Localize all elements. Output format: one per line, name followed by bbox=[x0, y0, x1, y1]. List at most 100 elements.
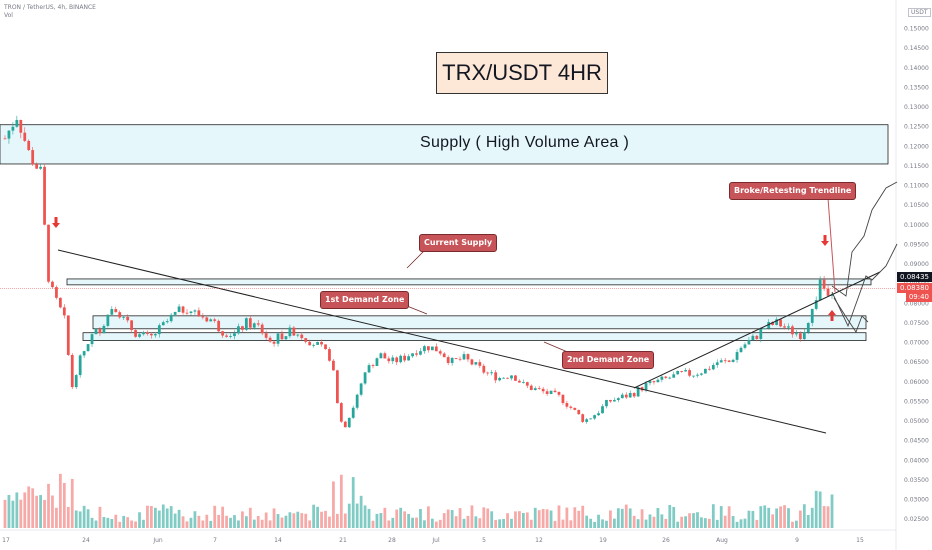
volume-bar bbox=[668, 505, 672, 528]
volume-bar bbox=[375, 513, 379, 528]
second-demand-callout: 2nd Demand Zone bbox=[562, 351, 655, 369]
candle bbox=[114, 309, 118, 313]
candle bbox=[106, 314, 110, 326]
candle bbox=[217, 320, 221, 332]
candle bbox=[458, 358, 462, 360]
volume-bar bbox=[656, 507, 660, 528]
candle bbox=[66, 315, 70, 355]
candle bbox=[636, 387, 640, 397]
candle bbox=[78, 355, 82, 376]
volume-bar bbox=[597, 514, 600, 528]
x-tick-label: 14 bbox=[274, 537, 282, 544]
volume-bar bbox=[415, 517, 418, 528]
candle bbox=[130, 320, 133, 331]
x-tick-label: 12 bbox=[535, 537, 543, 544]
candle bbox=[324, 344, 327, 350]
candle bbox=[241, 326, 244, 330]
volume-bar bbox=[739, 519, 743, 528]
candle bbox=[177, 306, 181, 312]
volume-bar bbox=[660, 514, 664, 528]
volume-bar bbox=[775, 508, 779, 528]
candle bbox=[700, 373, 703, 375]
volume-bar bbox=[94, 520, 98, 528]
candle bbox=[237, 326, 240, 334]
candle bbox=[652, 381, 656, 383]
x-tick-label: Jul bbox=[431, 537, 440, 544]
candle bbox=[514, 375, 517, 381]
candle bbox=[775, 319, 779, 325]
volume-bar bbox=[328, 516, 331, 528]
volume-bar bbox=[288, 512, 292, 528]
volume-bar bbox=[264, 512, 268, 528]
candle bbox=[193, 310, 197, 312]
candle bbox=[430, 346, 434, 351]
y-tick-label: 0.07000 bbox=[904, 340, 929, 347]
volume-bar bbox=[118, 521, 122, 528]
candle bbox=[609, 399, 612, 402]
candle bbox=[826, 288, 830, 296]
volume-bar bbox=[90, 517, 94, 528]
candle bbox=[585, 419, 589, 422]
candle bbox=[225, 335, 228, 337]
volume-bar bbox=[260, 519, 264, 528]
volume-label: Vol bbox=[4, 12, 13, 19]
candle bbox=[403, 355, 407, 361]
candle bbox=[252, 323, 256, 328]
candle bbox=[272, 341, 276, 344]
volume-bar bbox=[27, 486, 31, 528]
candle bbox=[419, 351, 422, 355]
volume-bar bbox=[193, 511, 197, 528]
candle bbox=[518, 380, 521, 383]
candle bbox=[616, 398, 620, 401]
y-tick-label: 0.15000 bbox=[904, 26, 929, 33]
candle bbox=[161, 322, 165, 326]
volume-bar bbox=[39, 495, 42, 528]
volume-bar bbox=[150, 506, 153, 528]
candle bbox=[391, 357, 395, 362]
volume-bar bbox=[755, 519, 759, 528]
volume-bar bbox=[351, 477, 355, 528]
candle bbox=[684, 370, 687, 372]
candle bbox=[593, 415, 596, 419]
supply-high-volume-area-zone bbox=[0, 124, 889, 165]
candle bbox=[506, 377, 509, 379]
x-tick-label: Jun bbox=[152, 537, 163, 544]
volume-bar bbox=[581, 505, 585, 528]
x-tick-label: 24 bbox=[82, 537, 90, 544]
x-tick-label: 26 bbox=[662, 537, 670, 544]
volume-bar bbox=[442, 513, 446, 528]
candle bbox=[371, 365, 375, 366]
volume-bar bbox=[640, 509, 644, 528]
candle bbox=[169, 314, 173, 322]
volume-bar bbox=[514, 511, 517, 528]
candle bbox=[181, 306, 185, 313]
candle bbox=[731, 359, 735, 362]
volume-bar bbox=[343, 513, 347, 528]
volume-bar bbox=[502, 519, 505, 528]
volume-bar bbox=[767, 507, 771, 528]
volume-bar bbox=[58, 473, 62, 528]
volume-bar bbox=[217, 514, 221, 528]
candle bbox=[735, 352, 739, 360]
volume-bar bbox=[510, 518, 513, 528]
y-tick-label: 0.14000 bbox=[904, 65, 929, 72]
currency-label[interactable]: USDT bbox=[908, 8, 931, 17]
y-tick-label: 0.06000 bbox=[904, 379, 929, 386]
volume-bar bbox=[624, 504, 628, 528]
candle bbox=[498, 377, 502, 381]
upper-projection bbox=[831, 181, 898, 297]
volume-bar bbox=[692, 513, 695, 528]
volume-bar bbox=[256, 515, 260, 528]
candle bbox=[387, 358, 391, 362]
current-supply-zone bbox=[66, 278, 872, 286]
candle bbox=[288, 327, 292, 337]
volume-bar bbox=[672, 507, 676, 528]
volume-bar bbox=[609, 510, 612, 528]
volume-bar bbox=[506, 513, 509, 528]
volume-bar bbox=[818, 491, 822, 528]
volume-bar bbox=[553, 520, 557, 528]
y-tick-label: 0.03500 bbox=[904, 477, 929, 484]
candle bbox=[648, 381, 652, 384]
candle bbox=[723, 360, 727, 362]
